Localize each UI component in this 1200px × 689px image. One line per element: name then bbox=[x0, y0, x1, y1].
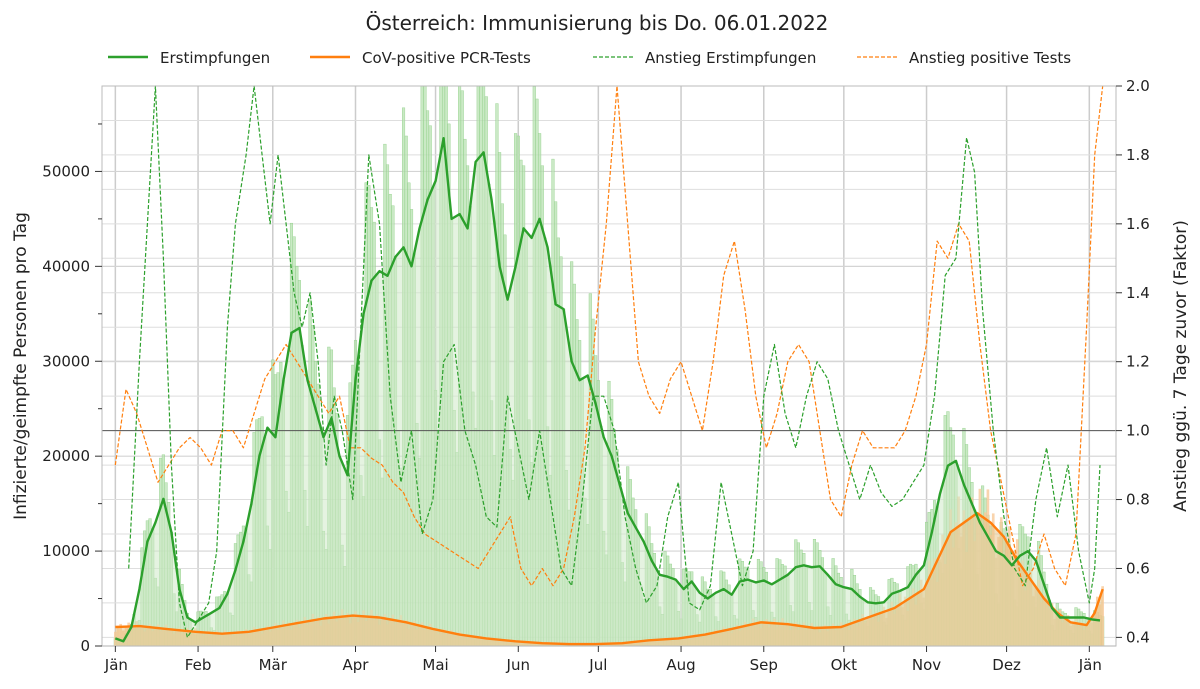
x-tick-label: Dez bbox=[992, 656, 1021, 674]
y-right-tick-label: 2.0 bbox=[1126, 77, 1150, 95]
plot-frame bbox=[101, 85, 1117, 647]
x-axis: Jän Feb Mär Apr Mai Jun Jul Aug Sep Okt Nov Dez Jän bbox=[104, 646, 1102, 674]
bar-pcr-tests bbox=[1101, 586, 1104, 646]
x-tick-label: Jän bbox=[1078, 656, 1102, 674]
y-axis-left: 0 10000 20000 30000 40000 50000 bbox=[42, 123, 102, 655]
area-pcr-tests bbox=[115, 513, 1103, 646]
series-line-anstieg-positive-tests bbox=[114, 85, 1104, 587]
x-tick-label: Mai bbox=[422, 656, 448, 674]
y-left-tick-label: 10000 bbox=[42, 542, 90, 560]
x-tick-label: Apr bbox=[343, 656, 370, 674]
x-tick-label: Mär bbox=[259, 656, 288, 674]
series-line-erstimpfungen bbox=[114, 136, 1101, 643]
legend-label-pcr-tests: CoV-positive PCR-Tests bbox=[362, 49, 531, 67]
legend-label-erstimpfungen: Erstimpfungen bbox=[160, 49, 270, 67]
y-right-tick-label: 1.2 bbox=[1126, 353, 1150, 371]
series-lines bbox=[114, 85, 1104, 646]
x-tick-label: Nov bbox=[912, 656, 941, 674]
y-right-tick-label: 1.4 bbox=[1126, 284, 1150, 302]
x-tick-label: Aug bbox=[666, 656, 695, 674]
y-right-tick-label: 1.8 bbox=[1126, 146, 1150, 164]
legend: Erstimpfungen CoV-positive PCR-Tests Ans… bbox=[108, 49, 1071, 67]
y-axis-left-label: Infizierte/geimpfte Personen pro Tag bbox=[11, 212, 31, 520]
y-left-tick-label: 20000 bbox=[42, 447, 90, 465]
y-right-tick-label: 0.6 bbox=[1126, 559, 1150, 577]
y-left-tick-label: 30000 bbox=[42, 352, 90, 370]
series-line-cov-positive-pcr-tests bbox=[115, 511, 1104, 646]
chart-title: Österreich: Immunisierung bis Do. 06.01.… bbox=[366, 11, 829, 35]
y-right-tick-label: 1.6 bbox=[1126, 215, 1150, 233]
x-tick-label: Jul bbox=[588, 656, 607, 674]
legend-label-anstieg-tests: Anstieg positive Tests bbox=[909, 49, 1071, 67]
y-left-tick-label: 0 bbox=[80, 637, 90, 655]
y-left-tick-label: 40000 bbox=[42, 257, 90, 275]
y-axis-right: 0.4 0.6 0.8 1.0 1.2 1.4 1.6 1.8 2.0 bbox=[1116, 77, 1150, 646]
x-tick-label: Jän bbox=[104, 656, 128, 674]
x-tick-label: Jun bbox=[506, 656, 530, 674]
x-tick-label: Okt bbox=[831, 656, 857, 674]
x-tick-label: Feb bbox=[185, 656, 212, 674]
x-tick-label: Sep bbox=[750, 656, 778, 674]
y-axis-right-label: Anstieg ggü. 7 Tage zuvor (Faktor) bbox=[1171, 220, 1191, 512]
fill-areas bbox=[115, 138, 1103, 647]
y-left-tick-label: 50000 bbox=[42, 162, 90, 180]
area-erstimpfungen bbox=[115, 138, 1100, 647]
y-right-tick-label: 0.8 bbox=[1126, 491, 1150, 509]
legend-label-anstieg-erstimpfungen: Anstieg Erstimpfungen bbox=[645, 49, 816, 67]
y-right-tick-label: 0.4 bbox=[1126, 628, 1150, 646]
y-right-tick-label: 1.0 bbox=[1126, 422, 1150, 440]
